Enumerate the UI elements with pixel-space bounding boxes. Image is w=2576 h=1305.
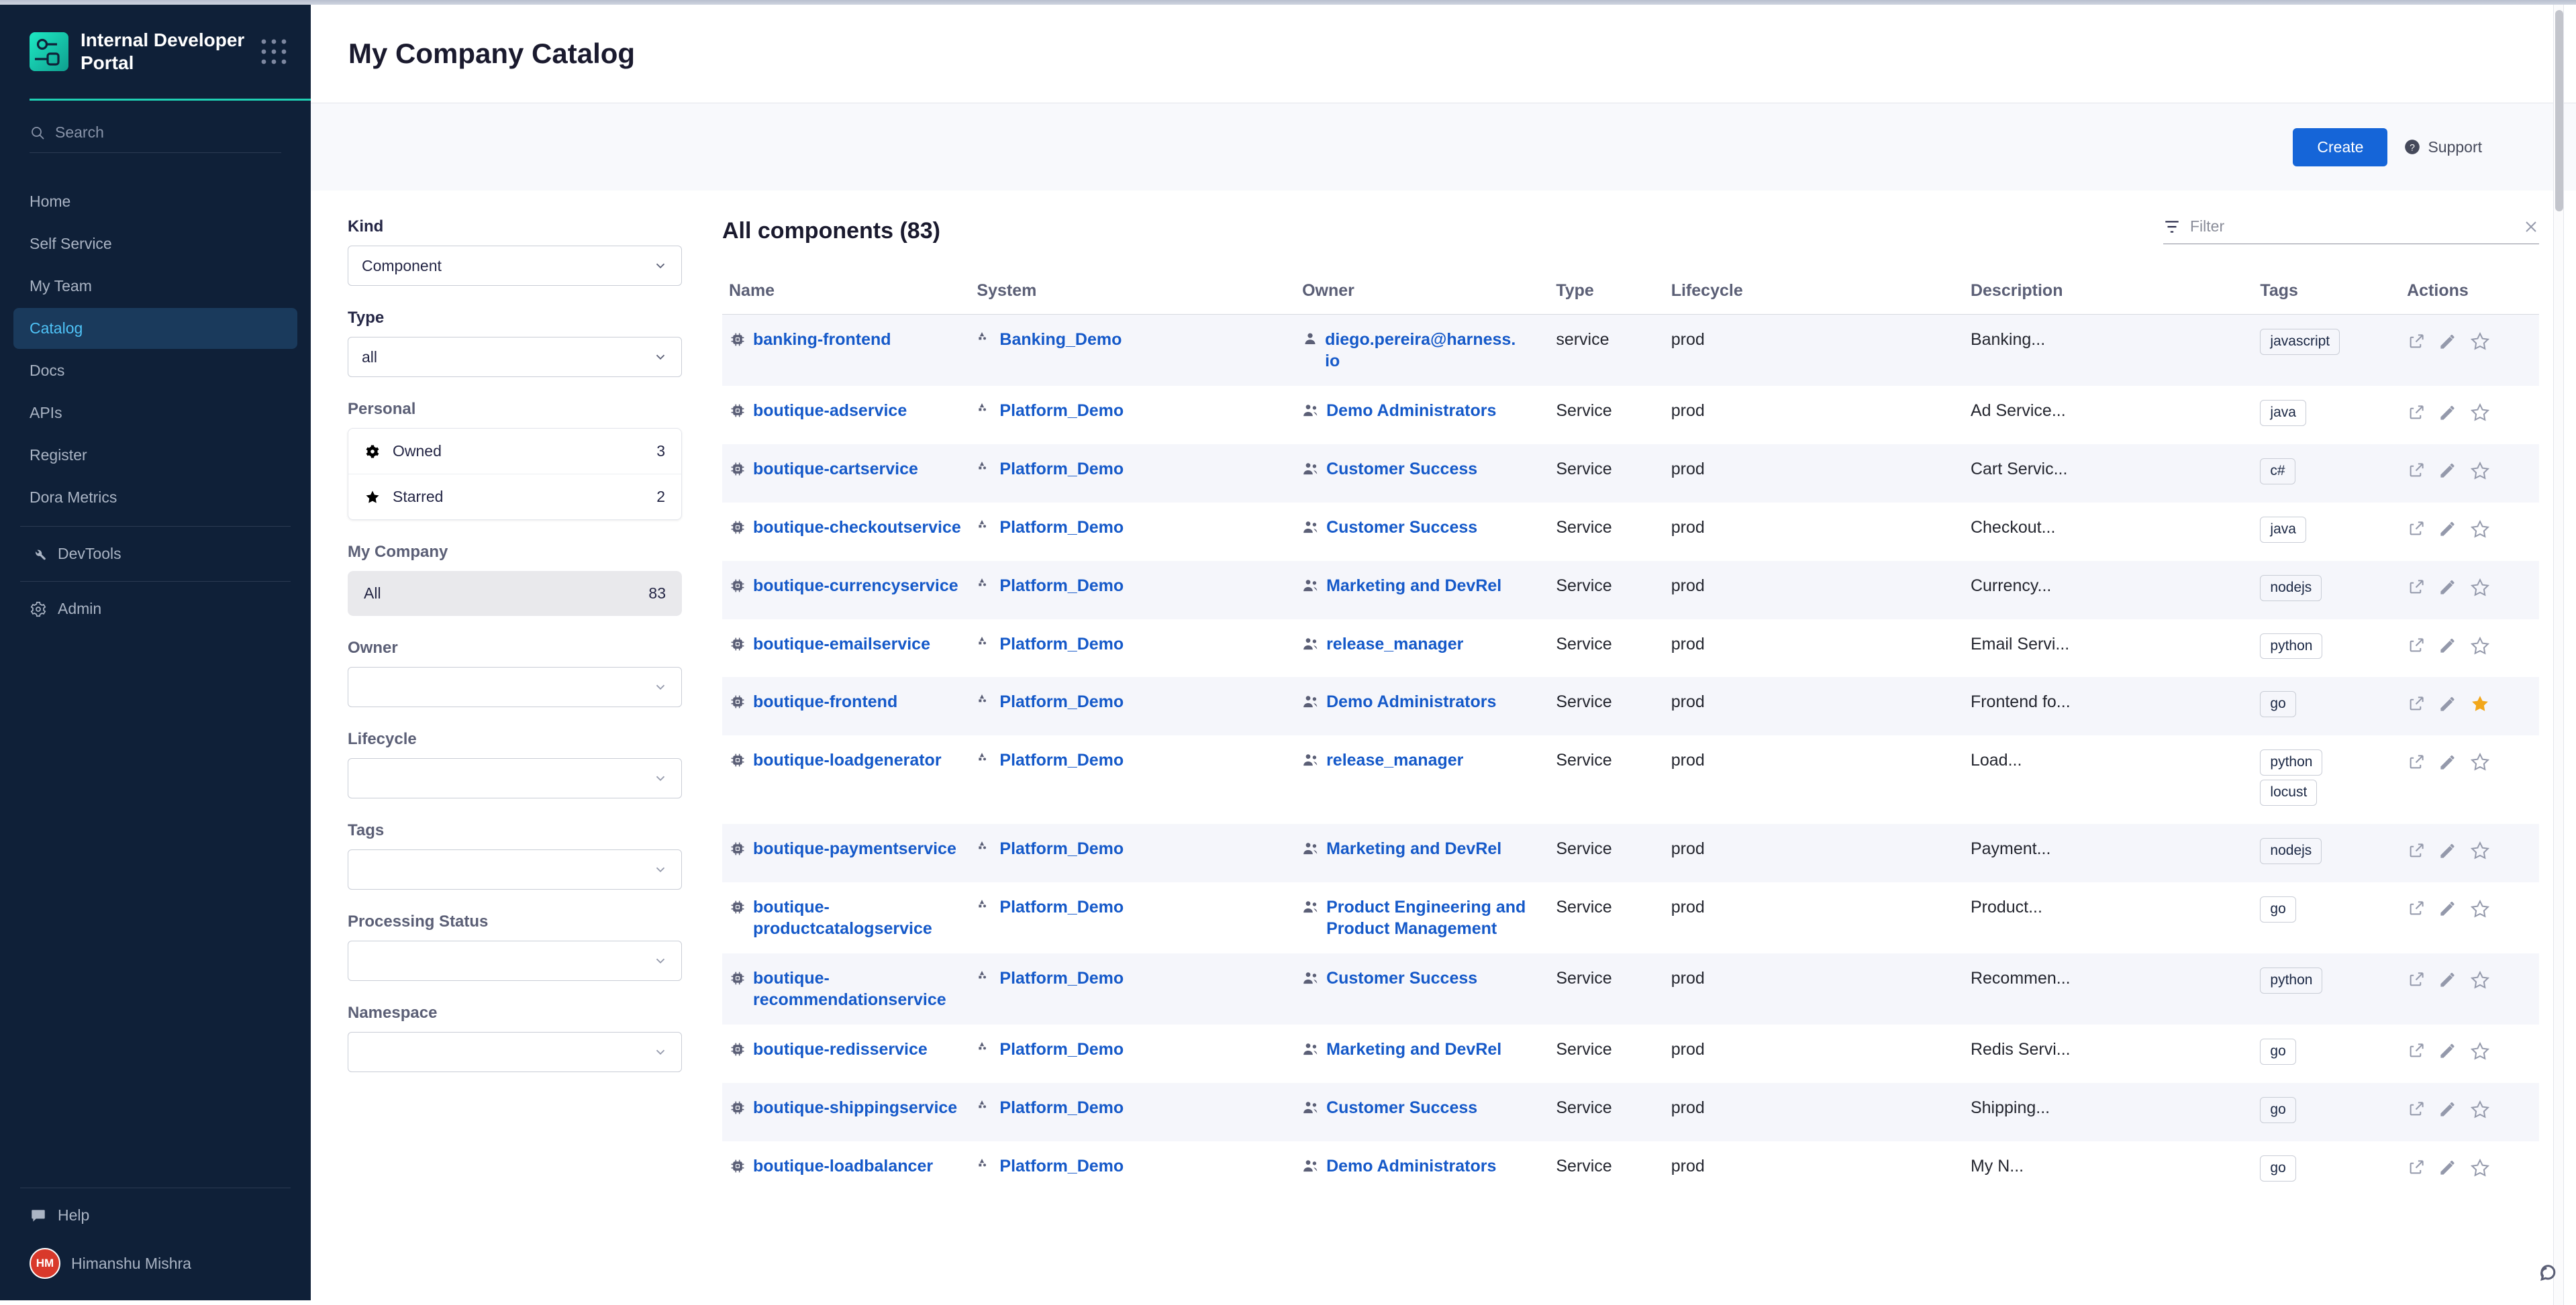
svg-text:?: ? [2410, 142, 2416, 152]
